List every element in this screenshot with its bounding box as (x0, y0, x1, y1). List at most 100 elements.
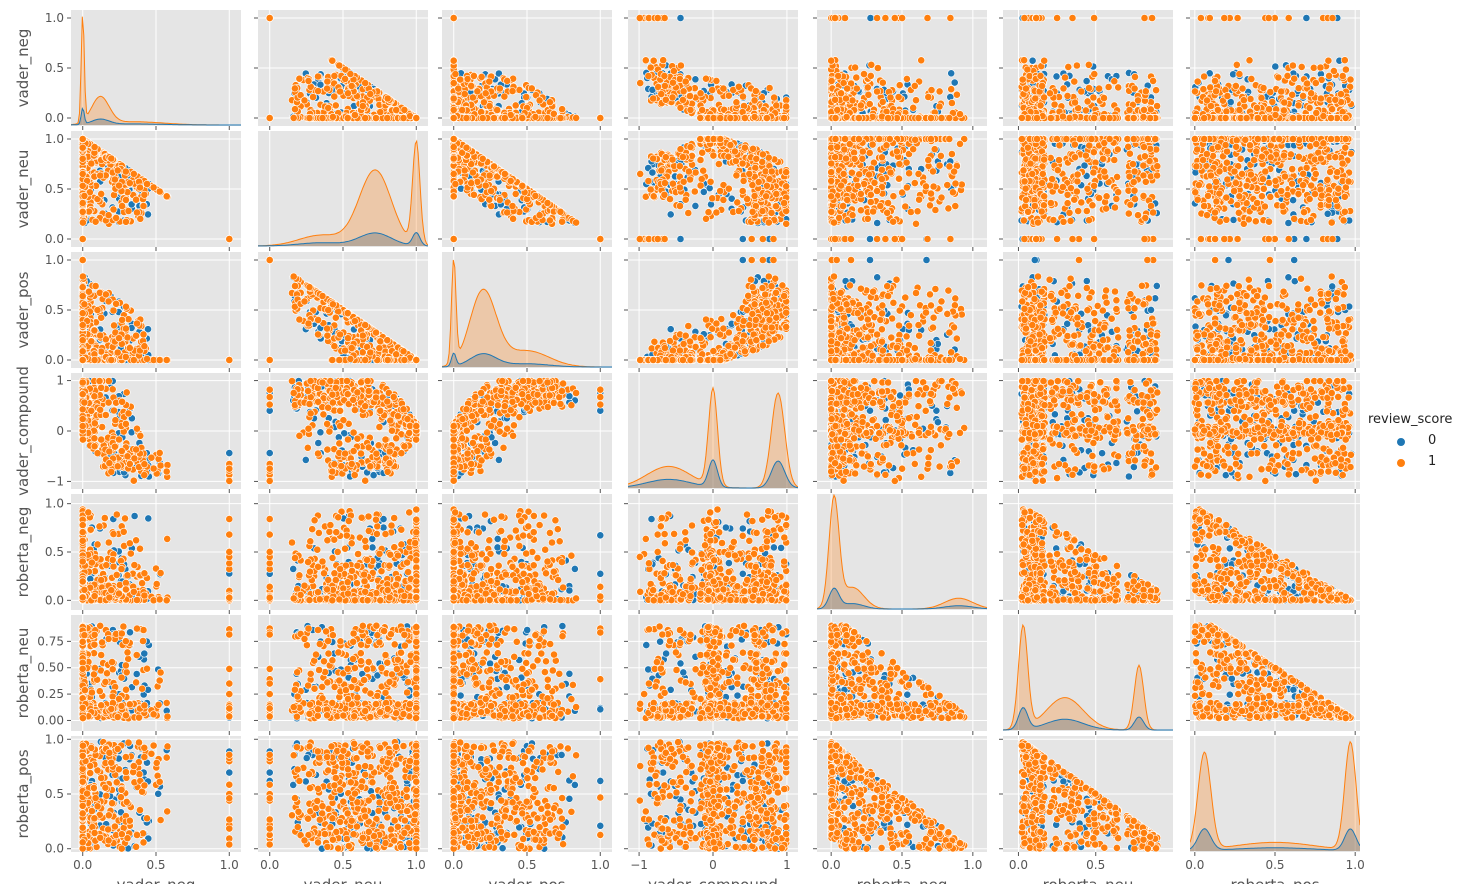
data-point (133, 196, 140, 203)
data-point (98, 190, 105, 197)
data-point (1078, 88, 1085, 95)
data-point (709, 87, 716, 94)
data-point (702, 75, 709, 82)
data-point (1234, 14, 1241, 21)
data-point (509, 88, 516, 95)
data-point (903, 75, 910, 82)
data-point (713, 77, 720, 84)
data-point (266, 14, 273, 21)
data-point (111, 176, 118, 183)
data-point (636, 14, 643, 21)
data-point (1154, 102, 1161, 109)
data-point (771, 94, 778, 101)
data-point (699, 106, 706, 113)
data-point (141, 191, 148, 198)
data-point (110, 191, 117, 198)
data-point (79, 208, 86, 215)
data-point (461, 91, 468, 98)
data-point (669, 94, 676, 101)
data-point (910, 104, 917, 111)
data-point (110, 206, 117, 213)
data-point (1082, 107, 1089, 114)
data-point (1289, 91, 1296, 98)
data-point (105, 212, 112, 219)
data-point (677, 104, 684, 111)
data-point (1206, 14, 1213, 21)
data-point (324, 78, 331, 85)
data-point (1211, 77, 1218, 84)
data-point (832, 96, 839, 103)
data-point (948, 70, 955, 77)
data-point (899, 14, 906, 21)
data-point (413, 114, 420, 121)
data-point (1258, 94, 1265, 101)
data-point (519, 114, 526, 121)
data-point (1278, 88, 1285, 95)
data-point (1090, 94, 1097, 101)
data-point (319, 114, 326, 121)
data-point (315, 88, 322, 95)
data-point (857, 102, 864, 109)
data-point (660, 57, 667, 64)
data-point (450, 95, 457, 102)
data-point (1126, 106, 1133, 113)
data-point (88, 160, 95, 167)
data-point (946, 114, 953, 121)
panel-vader_neg-vs-vader_neu (258, 10, 428, 126)
data-point (842, 95, 849, 102)
data-point (523, 93, 530, 100)
data-point (936, 103, 943, 110)
data-point (1332, 96, 1339, 103)
data-point (1275, 74, 1282, 81)
data-point (918, 57, 925, 64)
data-point (1203, 97, 1210, 104)
data-point (720, 85, 727, 92)
data-point (733, 99, 740, 106)
data-point (325, 104, 332, 111)
data-point (452, 71, 459, 78)
data-point (1091, 71, 1098, 78)
data-point (450, 14, 457, 21)
data-point (725, 92, 732, 99)
panel-vader_neg-vs-roberta_neg (817, 10, 987, 126)
data-point (512, 102, 519, 109)
data-point (501, 93, 508, 100)
data-point (1298, 63, 1305, 70)
data-point (1289, 114, 1296, 121)
data-point (496, 85, 503, 92)
data-point (143, 180, 150, 187)
data-point (831, 14, 838, 21)
data-point (637, 80, 644, 87)
data-point (1272, 63, 1279, 70)
data-point (1096, 85, 1103, 92)
data-point (697, 90, 704, 97)
data-point (661, 72, 668, 79)
data-point (1150, 77, 1157, 84)
data-point (882, 14, 889, 21)
data-point (401, 106, 408, 113)
data-point (486, 78, 493, 85)
data-point (679, 96, 686, 103)
data-point (647, 64, 654, 71)
data-point (1130, 114, 1137, 121)
data-point (1100, 114, 1107, 121)
data-point (1295, 102, 1302, 109)
panel-vader_neu-vs-vader_neg (71, 131, 241, 247)
data-point (948, 86, 955, 93)
data-point (947, 14, 954, 21)
data-point (367, 91, 374, 98)
data-point (1240, 97, 1247, 104)
data-point (450, 106, 457, 113)
data-point (834, 106, 841, 113)
data-point (1115, 84, 1122, 91)
data-point (469, 94, 476, 101)
data-point (1022, 85, 1029, 92)
data-point (936, 88, 943, 95)
data-point (697, 114, 704, 121)
data-point (853, 74, 860, 81)
data-point (348, 82, 355, 89)
data-point (1111, 78, 1118, 85)
data-point (855, 114, 862, 121)
data-point (79, 155, 86, 162)
